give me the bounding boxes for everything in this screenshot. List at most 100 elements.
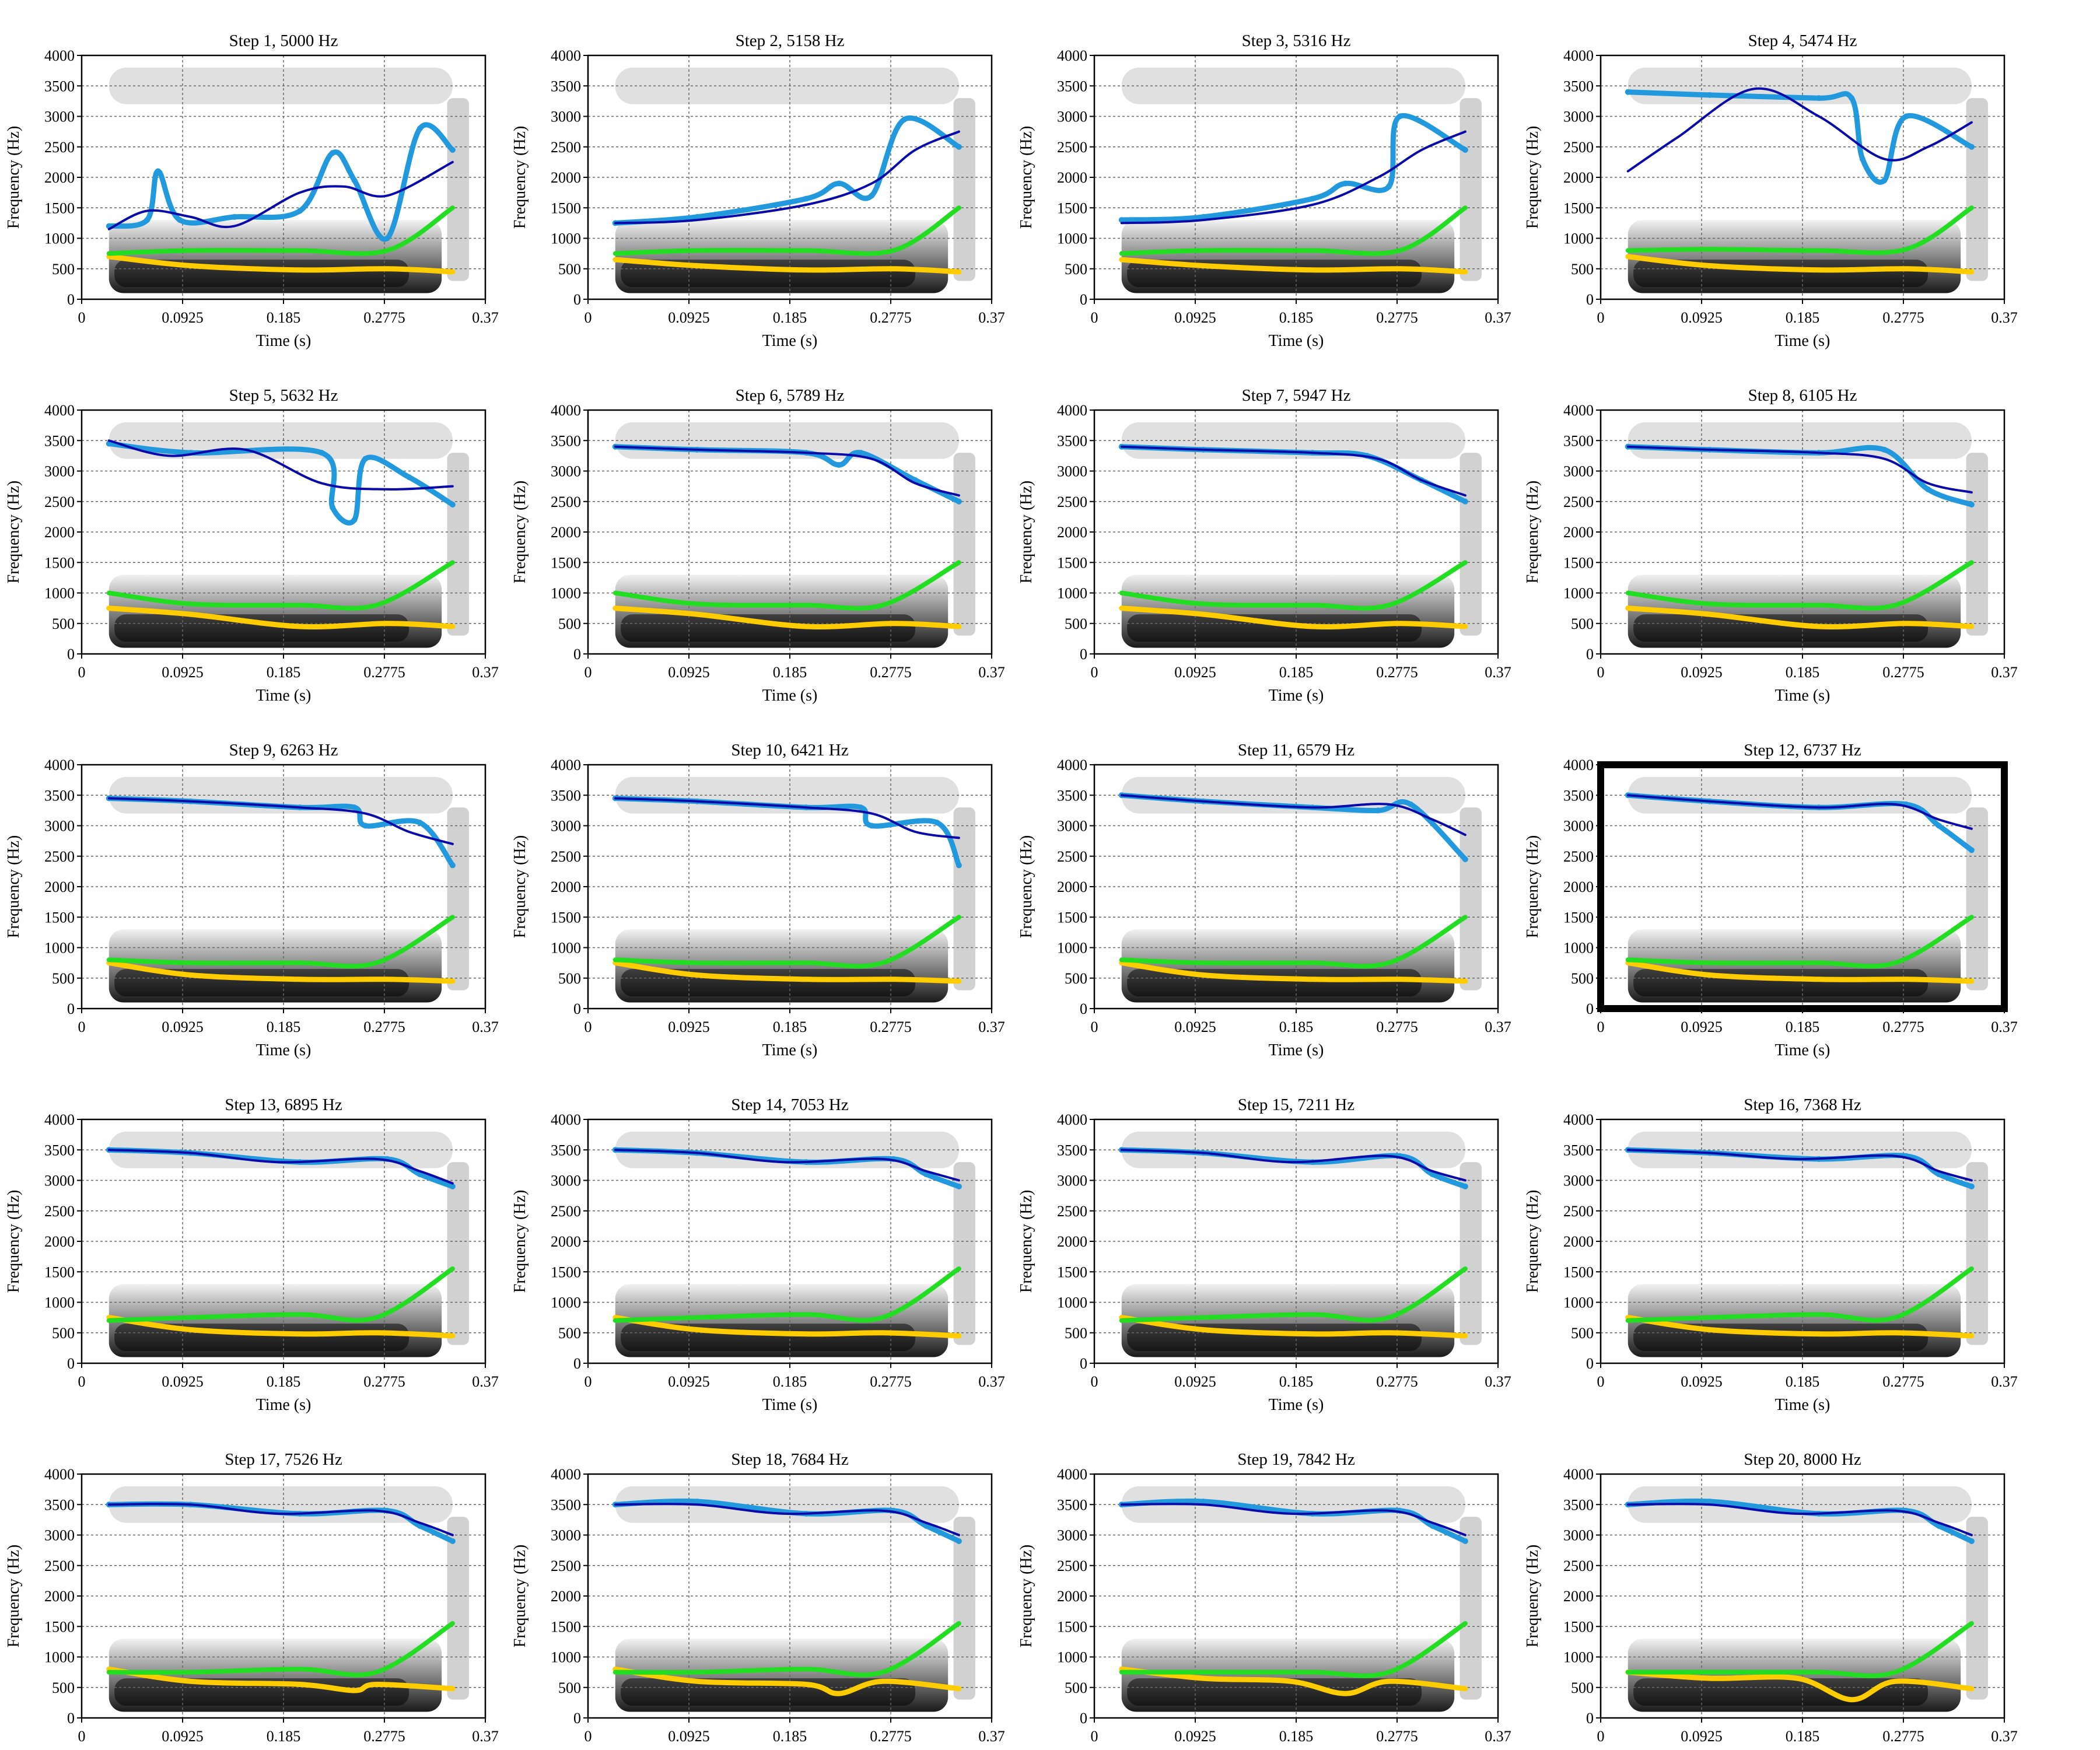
x-axis-label: Time (s) (1269, 332, 1324, 350)
f2-track-line (612, 205, 961, 256)
spectrogram-panel: 0 0.0925 0.185 0.2775 0.37 0 500 1000 1500 2000 25… (511, 32, 1005, 350)
y-tick-label: 4000 (1563, 1466, 1594, 1483)
y-tick-label: 0 (1586, 1000, 1594, 1017)
y-tick-label: 3000 (44, 463, 75, 480)
y-tick-label: 4000 (1563, 47, 1594, 64)
y-tick-label: 1500 (1563, 554, 1594, 571)
panel-title: Step 3, 5316 Hz (1242, 32, 1351, 50)
x-tick-label: 0.0925 (1174, 1019, 1216, 1035)
f3-track-point (1462, 498, 1468, 505)
x-tick-label: 0.0925 (1174, 1728, 1216, 1745)
f3-track-point (956, 1183, 962, 1189)
panel-title: Step 7, 5947 Hz (1242, 386, 1351, 405)
x-tick-label: 0.2775 (870, 1373, 912, 1390)
f3-track-point (1385, 183, 1392, 190)
f3-fit-line (1120, 794, 1466, 836)
y-tick-label: 3000 (1563, 1527, 1594, 1544)
x-tick-label: 0.0925 (162, 664, 204, 681)
x-tick-label: 0 (78, 309, 86, 326)
x-tick-label: 0.185 (773, 1019, 807, 1035)
x-tick-label: 0.37 (1485, 309, 1511, 326)
x-tick-label: 0.37 (1991, 1373, 2018, 1390)
f2-track-line (1625, 1266, 1974, 1323)
x-tick-label: 0.37 (472, 1728, 499, 1745)
y-tick-label: 0 (1080, 1000, 1087, 1017)
y-tick-label: 1000 (1057, 1294, 1087, 1311)
x-tick-label: 0.185 (773, 664, 807, 681)
x-tick-label: 0.185 (773, 1728, 807, 1745)
y-tick-label: 2000 (44, 878, 75, 895)
x-tick-label: 0.185 (267, 664, 301, 681)
f3-track-point (1462, 1538, 1468, 1544)
f3-track-point (956, 1538, 962, 1544)
y-axis-label: Frequency (Hz) (511, 835, 529, 938)
spectrogram-image (615, 67, 975, 293)
y-tick-label: 2000 (1563, 878, 1594, 895)
f3-track-point (449, 501, 456, 508)
x-tick-label: 0.37 (1991, 1728, 2018, 1745)
y-tick-label: 0 (67, 1710, 75, 1727)
f3-track-point (858, 804, 864, 811)
grid (1094, 55, 1498, 299)
f3-track-point (1968, 1183, 1975, 1189)
y-tick-label: 4000 (1057, 1111, 1087, 1128)
f3-track-point (1342, 180, 1349, 187)
x-tick-label: 0.0925 (668, 1373, 710, 1390)
y-tick-label: 2500 (44, 494, 75, 510)
f3-track-point (1881, 177, 1888, 184)
y-axis-label: Frequency (Hz) (511, 1545, 529, 1647)
x-tick-label: 0 (584, 309, 592, 326)
f3-track-point (155, 168, 161, 174)
y-tick-label: 3000 (551, 818, 581, 835)
y-tick-label: 3000 (1563, 108, 1594, 125)
x-tick-label: 0.185 (1279, 1373, 1314, 1390)
x-tick-label: 0.2775 (363, 1728, 405, 1745)
y-tick-label: 1000 (1563, 1294, 1594, 1311)
x-tick-label: 0.37 (472, 664, 499, 681)
x-tick-label: 0.37 (1485, 1373, 1511, 1390)
f3-track-point (956, 862, 962, 869)
x-tick-label: 0.2775 (363, 1373, 405, 1390)
f3-track-point (362, 456, 369, 462)
f3-fit-line (1626, 87, 1973, 173)
y-tick-label: 2000 (1563, 524, 1594, 541)
y-tick-label: 2000 (44, 1588, 75, 1605)
f3-track-point (858, 450, 864, 456)
y-tick-label: 2500 (551, 1558, 581, 1574)
spectrogram-panel: 0 0.0925 0.185 0.2775 0.37 0 500 1000 1500 2000 25… (511, 1096, 1005, 1414)
x-axis-label: Time (s) (762, 332, 818, 350)
x-axis-label: Time (s) (1269, 1041, 1324, 1059)
y-axis-label: Frequency (Hz) (5, 1190, 23, 1293)
y-tick-label: 2000 (551, 1233, 581, 1250)
y-tick-label: 2000 (1057, 878, 1087, 895)
y-tick-label: 3500 (1057, 78, 1087, 94)
y-tick-label: 500 (1065, 1679, 1087, 1696)
y-tick-label: 0 (573, 291, 581, 308)
y-tick-label: 1000 (551, 940, 581, 957)
panel-title: Step 18, 7684 Hz (731, 1450, 849, 1469)
x-tick-label: 0.0925 (1681, 309, 1723, 326)
y-tick-label: 500 (1065, 615, 1087, 632)
y-tick-label: 2500 (1057, 494, 1087, 510)
y-tick-label: 3500 (1563, 1142, 1594, 1158)
y-tick-label: 500 (1065, 970, 1087, 987)
x-axis-label: Time (s) (1775, 1041, 1831, 1059)
spectrogram-panel: 0 0.0925 0.185 0.2775 0.37 0 500 1000 1500 2000 25… (1524, 741, 2018, 1059)
y-tick-label: 4000 (551, 757, 581, 774)
y-tick-label: 2500 (1057, 848, 1087, 865)
grid (82, 1119, 485, 1363)
f1-track-line (612, 1666, 962, 1696)
f3-fit-line (614, 1149, 960, 1182)
x-axis-label: Time (s) (1775, 332, 1831, 350)
y-tick-label: 3000 (1057, 463, 1087, 480)
y-tick-label: 1000 (1563, 585, 1594, 602)
x-tick-label: 0.0925 (162, 1728, 204, 1745)
x-tick-label: 0.2775 (1376, 664, 1418, 681)
y-tick-label: 0 (67, 291, 75, 308)
y-tick-label: 3500 (44, 787, 75, 804)
y-tick-label: 2500 (551, 139, 581, 156)
y-tick-label: 3500 (551, 1142, 581, 1158)
x-tick-label: 0 (584, 664, 592, 681)
spectrogram-image (1628, 67, 1988, 293)
f3-track-point (1462, 856, 1468, 862)
